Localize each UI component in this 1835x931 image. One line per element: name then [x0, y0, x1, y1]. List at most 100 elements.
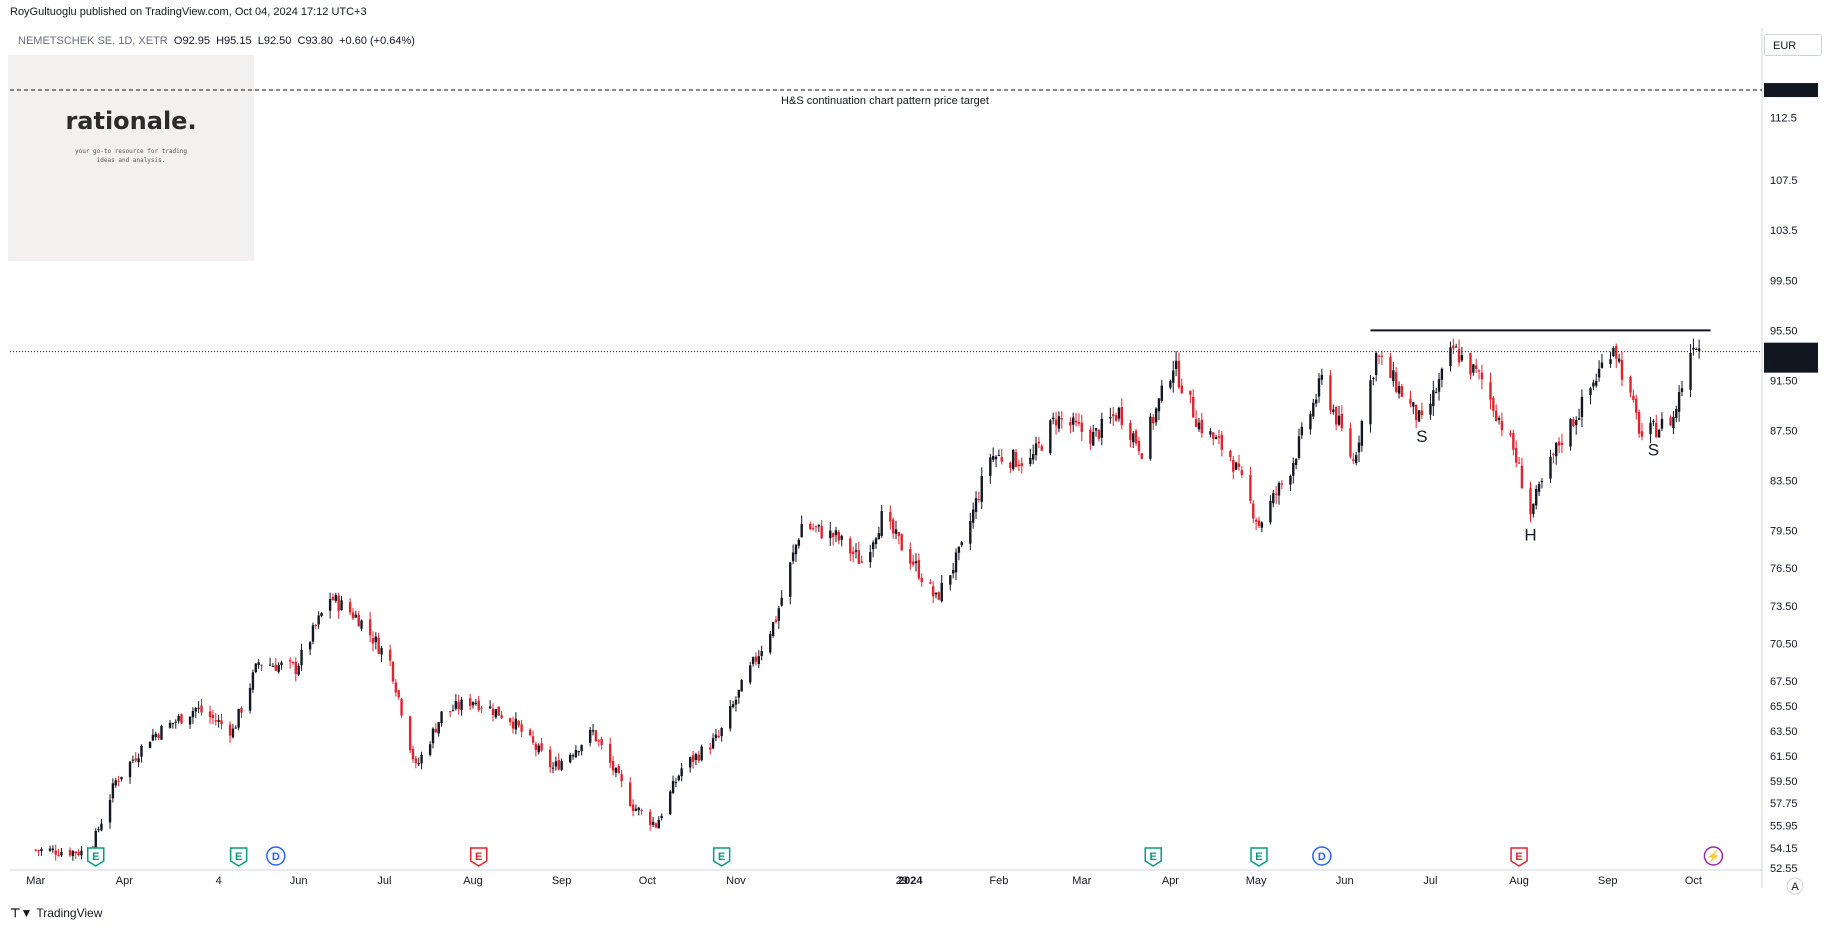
candle-body[interactable] [1617, 358, 1621, 362]
candle-body[interactable] [174, 721, 177, 723]
candle-body[interactable] [137, 758, 140, 763]
candle-body[interactable] [917, 559, 921, 579]
candle-body[interactable] [1369, 380, 1372, 425]
candle-body[interactable] [734, 699, 738, 705]
candle-body[interactable] [1380, 355, 1384, 357]
candle-body[interactable] [1577, 418, 1581, 420]
candle-body[interactable] [737, 689, 741, 698]
candle-body[interactable] [860, 561, 863, 563]
candle-body[interactable] [1420, 410, 1424, 416]
candle-body[interactable] [217, 720, 220, 722]
candle-body[interactable] [769, 634, 772, 653]
candle-body[interactable] [571, 755, 575, 757]
candle-body[interactable] [117, 780, 120, 782]
candle-body[interactable] [1394, 372, 1398, 392]
candle-body[interactable] [937, 592, 941, 600]
candle-body[interactable] [1229, 450, 1232, 458]
candle-body[interactable] [254, 663, 257, 672]
candle-body[interactable] [1057, 416, 1061, 429]
candle-body[interactable] [1194, 419, 1198, 427]
candle-body[interactable] [608, 743, 612, 763]
candle-body[interactable] [780, 597, 783, 606]
candle-body[interactable] [211, 714, 215, 719]
candle-body[interactable] [1280, 483, 1284, 485]
candle-body[interactable] [1120, 407, 1123, 426]
candle-body[interactable] [40, 849, 43, 852]
candle-body[interactable] [709, 747, 712, 750]
candle-body[interactable] [1400, 386, 1404, 397]
candle-body[interactable] [1149, 416, 1152, 459]
earnings-marker[interactable] [86, 847, 105, 867]
candle-body[interactable] [811, 528, 815, 530]
candle-body[interactable] [1317, 378, 1321, 397]
candle-body[interactable] [477, 700, 480, 710]
candle-body[interactable] [1615, 345, 1618, 359]
candle-body[interactable] [508, 718, 512, 722]
candle-body[interactable] [1669, 417, 1672, 426]
candle-body[interactable] [1469, 353, 1472, 375]
candle-body[interactable] [691, 755, 695, 762]
candle-body[interactable] [1114, 415, 1118, 421]
candle-body[interactable] [274, 664, 278, 671]
candle-body[interactable] [840, 535, 843, 540]
candle-body[interactable] [151, 734, 155, 741]
candle-body[interactable] [157, 734, 160, 739]
candle-body[interactable] [1529, 488, 1532, 515]
candle-body[interactable] [1289, 475, 1292, 485]
candle-body[interactable] [74, 851, 77, 854]
candle-body[interactable] [649, 811, 652, 825]
candle-body[interactable] [1697, 348, 1701, 352]
candle-body[interactable] [1374, 353, 1378, 375]
candle-body[interactable] [1292, 462, 1295, 476]
candle-body[interactable] [1597, 368, 1601, 378]
candle-body[interactable] [1349, 428, 1352, 457]
candle-body[interactable] [600, 739, 603, 746]
candle-body[interactable] [294, 662, 298, 674]
candle-body[interactable] [537, 745, 540, 753]
candle-body[interactable] [517, 720, 520, 726]
candle-body[interactable] [809, 523, 812, 530]
candle-body[interactable] [1214, 437, 1218, 440]
candle-body[interactable] [177, 716, 180, 722]
candle-body[interactable] [1269, 500, 1272, 523]
candle-body[interactable] [820, 526, 823, 539]
candle-body[interactable] [397, 690, 400, 698]
candle-body[interactable] [437, 722, 440, 734]
candle-body[interactable] [540, 743, 543, 751]
candle-body[interactable] [1637, 411, 1641, 434]
candle-body[interactable] [1575, 420, 1578, 426]
candle-body[interactable] [1237, 463, 1241, 468]
candle-body[interactable] [889, 511, 892, 522]
candle-body[interactable] [1209, 431, 1212, 435]
candle-body[interactable] [520, 724, 523, 732]
candle-body[interactable] [1517, 462, 1521, 464]
candle-body[interactable] [71, 850, 75, 857]
candle-body[interactable] [629, 782, 632, 807]
candle-body[interactable] [731, 704, 735, 708]
candle-body[interactable] [671, 780, 675, 794]
candle-body[interactable] [257, 662, 260, 665]
candle-body[interactable] [1154, 408, 1158, 423]
candle-body[interactable] [551, 767, 555, 769]
tradingview-footer[interactable]: ⊤▼ TradingView [10, 906, 102, 920]
candle-body[interactable] [208, 711, 212, 718]
candle-body[interactable] [1294, 459, 1298, 466]
candle-body[interactable] [488, 706, 492, 709]
candle-body[interactable] [694, 754, 698, 760]
candle-body[interactable] [1157, 398, 1161, 412]
candle-body[interactable] [1657, 429, 1661, 438]
candle-body[interactable] [351, 612, 355, 619]
candle-body[interactable] [1352, 459, 1355, 461]
candle-body[interactable] [577, 751, 580, 753]
candle-body[interactable] [328, 599, 332, 611]
candle-body[interactable] [900, 534, 903, 551]
candle-body[interactable] [1049, 420, 1052, 454]
candle-body[interactable] [251, 672, 255, 690]
candle-body[interactable] [440, 711, 443, 724]
candle-body[interactable] [1549, 456, 1552, 479]
candle-body[interactable] [77, 851, 80, 855]
candle-body[interactable] [760, 651, 763, 656]
candle-body[interactable] [1077, 422, 1081, 424]
candle-body[interactable] [1552, 453, 1555, 455]
